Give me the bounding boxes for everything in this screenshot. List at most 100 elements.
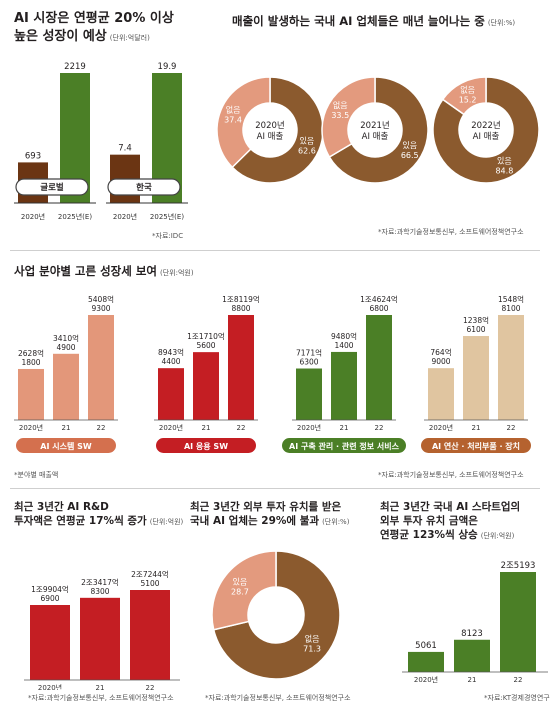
p3-value-label-1: 4400	[161, 357, 180, 366]
p3-value-label-1: 5600	[196, 341, 215, 350]
p4-value-label-1: 5100	[140, 579, 159, 588]
p3-tick-label: 21	[472, 424, 481, 432]
p1-value-label: 693	[25, 151, 41, 161]
panel4-unit: (단위:억원)	[149, 518, 184, 527]
panel1-chart: 693 2020년 2219 2025년(E) 글로벌 7.4 2020년 19.9 2025년…	[14, 62, 188, 221]
p4-tick-label: 22	[146, 684, 155, 690]
p3-value-label-0: 5408억	[88, 295, 114, 304]
p3-category-label: AI 시스템 SW	[40, 441, 92, 451]
panel4-title-line2-text: 투자액은 연평균 17%씩 증가	[14, 515, 147, 528]
panel5-title-line2-text: 국내 AI 업체는 29%에 불과	[190, 515, 320, 528]
p3-tick-label: 22	[507, 424, 516, 432]
panel4-title-line2: 투자액은 연평균 17%씩 증가 (단위:억원)	[14, 514, 183, 528]
p6-value-label: 5061	[415, 641, 437, 651]
p6-value-label: 2조5193	[501, 561, 536, 571]
panel6-title-line3-text: 연평균 123%씩 상승	[380, 529, 478, 542]
p3-value-label-0: 1조1710억	[187, 332, 225, 341]
p2-center-year: 2022년	[471, 120, 500, 131]
divider-top	[10, 250, 540, 251]
p3-bar	[498, 315, 524, 420]
p3-bar	[463, 336, 489, 420]
p6-tick-label: 2020년	[414, 675, 438, 684]
panel5-title: 최근 3년간 외부 투자 유치를 받은 국내 AI 업체는 29%에 불과 (단위…	[190, 500, 349, 528]
p4-value-label-0: 2조7244억	[131, 570, 169, 579]
p2-donut-slice-name: 있음	[497, 156, 512, 166]
p5-donut-slice-value: 71.3	[303, 645, 321, 654]
p3-bar	[366, 315, 392, 420]
p1-group-label: 글로벌	[40, 182, 64, 193]
p3-value-label-1: 6300	[299, 358, 318, 367]
panel1-title-line2-text: 높은 성장이 예상	[14, 28, 107, 44]
panel3-source: *자료:과학기술정보통신부, 소프트웨어정책연구소	[378, 471, 524, 479]
divider-bottom	[10, 488, 540, 489]
p1-value-label: 2219	[64, 62, 86, 72]
p3-category-pill	[282, 438, 406, 453]
p3-bar	[158, 368, 184, 420]
p3-bar	[88, 315, 114, 420]
p4-bar	[30, 605, 70, 680]
panel2-source: *자료:과학기술정보통신부, 소프트웨어정책연구소	[378, 228, 524, 236]
p1-group-label: 한국	[136, 182, 152, 193]
panel2-title-text: 매출이 발생하는 국내 AI 업체들은 매년 늘어나는 중	[232, 14, 485, 28]
p3-bar	[193, 352, 219, 420]
p3-tick-label: 21	[62, 424, 71, 432]
panel1-title: AI 시장은 연평균 20% 이상 높은 성장이 예상 (단위:억달러)	[14, 10, 174, 45]
panel6-title: 최근 3년간 국내 AI 스타트업의 외부 투자 유치 금액은 연평균 123%…	[380, 500, 520, 543]
p1-group-pill	[15, 178, 89, 196]
p3-value-label-1: 1400	[334, 341, 353, 350]
p3-value-label-0: 7171억	[296, 349, 322, 358]
p6-tick-label: 22	[514, 676, 523, 684]
p2-center-year: 2021년	[360, 120, 389, 131]
p6-bar	[500, 572, 536, 672]
panel6-title-line1: 최근 3년간 국내 AI 스타트업의	[380, 501, 521, 513]
panel2-unit: (단위:%)	[487, 19, 516, 27]
panel4-title: 최근 3년간 AI R&D 투자액은 연평균 17%씩 증가 (단위:억원)	[14, 500, 183, 528]
p3-tick-label: 22	[237, 424, 246, 432]
p4-bar	[130, 590, 170, 680]
p4-value-label-0: 1조9904억	[31, 585, 69, 594]
p3-value-label-1: 4900	[56, 343, 75, 352]
panel3-unit: (단위:억원)	[159, 269, 194, 277]
p3-tick-label: 21	[340, 424, 349, 432]
p4-bar	[80, 597, 120, 680]
panel6-chart: 5061 2020년 8123 21 2조5193 22	[402, 561, 548, 684]
p1-tick-label: 2025년(E)	[150, 212, 184, 221]
p1-group-pill	[107, 178, 181, 196]
panel6-title-line2: 외부 투자 유치 금액은	[380, 515, 478, 528]
p3-value-label-1: 1800	[21, 358, 40, 367]
p1-value-label: 7.4	[118, 144, 132, 154]
p2-donut-slice-name: 없음	[333, 101, 348, 110]
p6-bar	[408, 651, 444, 672]
panel1-title-line2: 높은 성장이 예상 (단위:억달러)	[14, 28, 174, 46]
p5-donut-slice-value: 28.7	[231, 587, 249, 596]
p3-bar	[296, 368, 322, 420]
p3-value-label-0: 1238억	[463, 316, 489, 325]
p2-center-label: AI 매출	[257, 131, 284, 142]
panel3-title-text: 사업 분야별 고른 성장세 보여	[14, 264, 157, 278]
panel5-title-line1: 최근 3년간 외부 투자 유치를 받은	[190, 501, 342, 513]
p3-value-label-0: 9480억	[331, 332, 357, 341]
p3-tick-label: 2020년	[159, 423, 183, 432]
p2-donut-slice-value: 84.8	[495, 167, 513, 176]
p3-value-label-0: 1조4624억	[360, 295, 398, 304]
p5-donut-slice	[211, 550, 277, 631]
p3-value-label-0: 8943억	[158, 348, 184, 357]
p4-value-label-1: 8300	[90, 587, 109, 596]
p6-tick-label: 21	[468, 676, 477, 684]
p2-donut-slice-value: 62.6	[298, 146, 316, 155]
p3-category-label: AI 응용 SW	[184, 441, 228, 451]
p2-donut-slice-name: 없음	[226, 106, 241, 115]
p3-tick-label: 21	[202, 424, 211, 432]
p3-category-pill	[421, 438, 531, 453]
p2-donut-slice-value: 15.2	[459, 95, 477, 104]
p3-value-label-1: 6100	[466, 325, 485, 334]
p2-donut-slice	[216, 76, 271, 169]
p2-donut-slice-name: 없음	[460, 85, 475, 94]
p3-value-label-1: 6800	[369, 304, 388, 313]
panel6-unit: (단위:억원)	[480, 532, 515, 541]
p3-tick-label: 22	[97, 424, 106, 432]
p2-donut-slice	[432, 76, 540, 184]
p3-value-label-0: 2628억	[18, 349, 44, 358]
